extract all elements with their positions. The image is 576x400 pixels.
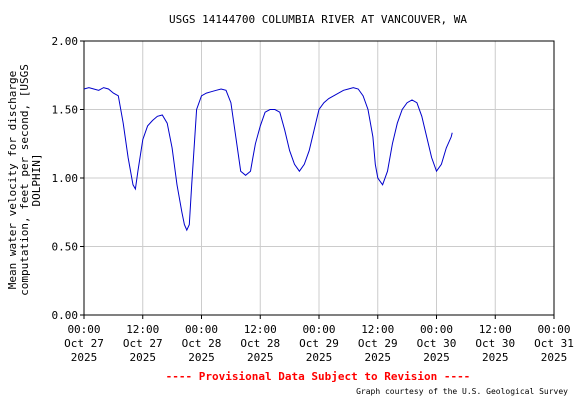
x-tick-label: 2025 xyxy=(541,351,568,364)
x-tick-label: 00:00 xyxy=(67,323,100,336)
x-tick-label: Oct 28 xyxy=(182,337,222,350)
x-tick-label: 2025 xyxy=(482,351,509,364)
x-tick-label: 12:00 xyxy=(479,323,512,336)
x-tick-label: 2025 xyxy=(423,351,450,364)
y-tick-label: 0.00 xyxy=(52,309,79,322)
x-tick-label: 12:00 xyxy=(126,323,159,336)
x-tick-label: Oct 30 xyxy=(475,337,515,350)
grid-lines xyxy=(83,40,555,316)
x-tick-label: 2025 xyxy=(130,351,157,364)
x-tick-label: Oct 29 xyxy=(299,337,339,350)
x-tick-label: 2025 xyxy=(365,351,392,364)
x-tick-label: Oct 31 xyxy=(534,337,574,350)
x-tick-label: 2025 xyxy=(306,351,333,364)
x-tick-label: 2025 xyxy=(247,351,274,364)
y-tick-label: 1.00 xyxy=(52,172,79,185)
y-axis-label-line-1: Mean water velocity for discharge xyxy=(6,71,19,290)
y-axis-label-line-3: DOLPHIN] xyxy=(30,154,43,207)
x-tick-label: 2025 xyxy=(188,351,215,364)
y-axis-label-line-2: computation, feet per second, [USGS xyxy=(18,64,31,296)
x-tick-label: Oct 30 xyxy=(417,337,457,350)
chart-title: USGS 14144700 COLUMBIA RIVER AT VANCOUVE… xyxy=(169,13,467,26)
courtesy-note: Graph courtesy of the U.S. Geological Su… xyxy=(356,387,568,396)
y-tick-label: 1.50 xyxy=(52,104,79,117)
series-line-velocity xyxy=(83,87,453,232)
x-tick-label: 2025 xyxy=(71,351,98,364)
x-tick-label: 00:00 xyxy=(302,323,335,336)
x-tick-label: 00:00 xyxy=(420,323,453,336)
y-tick-label: 2.00 xyxy=(52,35,79,48)
y-axis-ticks: 0.00 0.50 1.00 1.50 2.00 xyxy=(52,35,84,322)
y-axis-label: Mean water velocity for discharge comput… xyxy=(6,64,43,296)
x-tick-label: 12:00 xyxy=(361,323,394,336)
x-tick-label: Oct 29 xyxy=(358,337,398,350)
provisional-notice: ---- Provisional Data Subject to Revisio… xyxy=(166,370,471,383)
x-tick-label: 00:00 xyxy=(537,323,570,336)
y-tick-label: 0.50 xyxy=(52,241,79,254)
x-tick-label: Oct 28 xyxy=(240,337,280,350)
x-tick-label: Oct 27 xyxy=(123,337,163,350)
x-tick-label: Oct 27 xyxy=(64,337,104,350)
x-tick-label: 12:00 xyxy=(244,323,277,336)
x-tick-label: 00:00 xyxy=(185,323,218,336)
